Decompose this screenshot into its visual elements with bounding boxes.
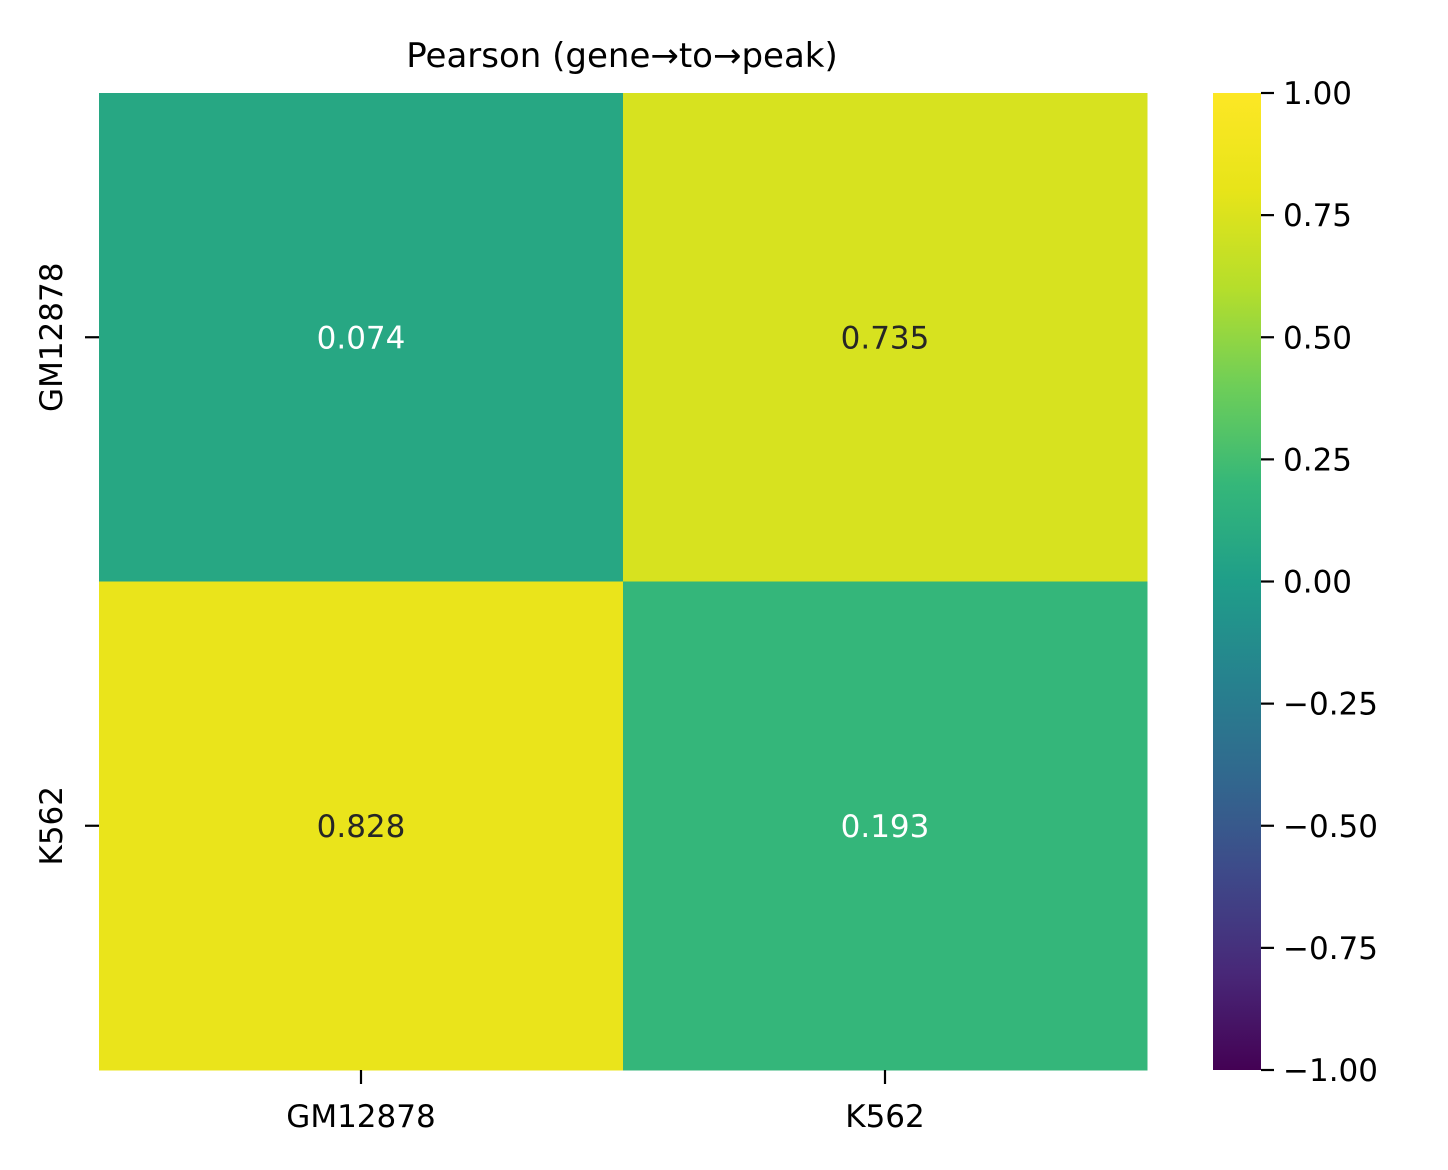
heatmap-cell-labels: 0.074 0.735 0.828 0.193 xyxy=(317,320,930,845)
y-tick-label: GM12878 xyxy=(34,263,70,412)
colorbar-tick-label: −1.00 xyxy=(1283,1053,1378,1089)
x-tick-label: K562 xyxy=(845,1099,925,1135)
colorbar: 1.00 0.75 0.50 0.25 0.00 −0.25 −0.50 −0.75 −1.00 xyxy=(1213,76,1378,1089)
colorbar-tick-label: −0.50 xyxy=(1283,809,1378,845)
colorbar-gradient xyxy=(1213,93,1261,1070)
heatmap-cell-1-1 xyxy=(623,581,1148,1071)
colorbar-ticks: 1.00 0.75 0.50 0.25 0.00 −0.25 −0.50 −0.75 −1.00 xyxy=(1261,76,1378,1089)
cell-value-label: 0.074 xyxy=(317,320,406,356)
colorbar-tick-label: 1.00 xyxy=(1283,76,1352,112)
heatmap-cell-1-0 xyxy=(99,581,624,1071)
x-tick-label: GM12878 xyxy=(286,1099,435,1135)
colorbar-tick-label: 0.75 xyxy=(1283,198,1352,234)
colorbar-tick-label: −0.25 xyxy=(1283,687,1378,723)
colorbar-tick-label: 0.00 xyxy=(1283,565,1352,601)
heatmap-cell-0-1 xyxy=(623,93,1148,582)
y-tick-label: K562 xyxy=(34,786,70,866)
y-axis: GM12878 K562 xyxy=(34,263,99,866)
cell-value-label: 0.828 xyxy=(317,809,406,845)
chart-title: Pearson (gene→to→peak) xyxy=(406,36,838,76)
colorbar-tick-label: 0.25 xyxy=(1283,442,1352,478)
colorbar-tick-label: −0.75 xyxy=(1283,931,1378,967)
heatmap-cell-0-0 xyxy=(99,93,624,582)
cell-value-label: 0.735 xyxy=(841,320,930,356)
colorbar-tick-label: 0.50 xyxy=(1283,320,1352,356)
cell-value-label: 0.193 xyxy=(841,809,930,845)
x-axis: GM12878 K562 xyxy=(286,1070,925,1135)
heatmap-cells xyxy=(99,93,1148,1071)
